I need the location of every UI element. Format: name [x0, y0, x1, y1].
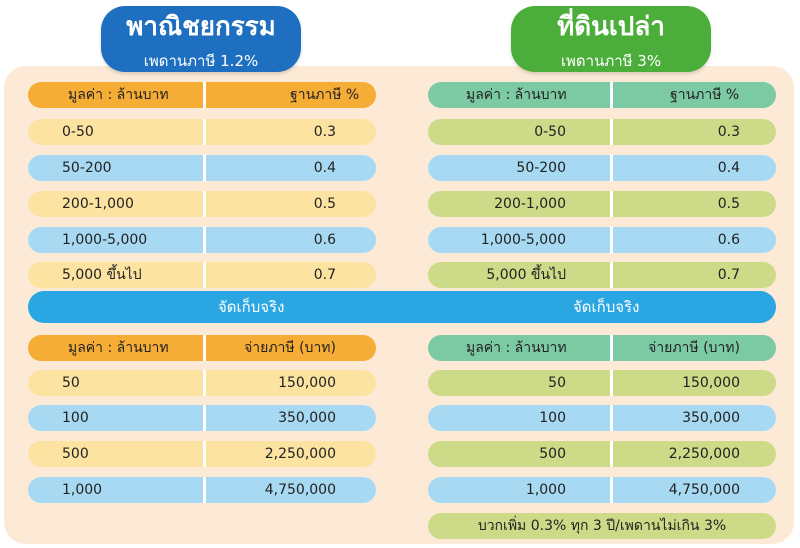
table-row: 50 150,000 [28, 370, 376, 396]
table-row: 200-1,000 0.5 [428, 191, 776, 217]
value-cell: 100 [62, 410, 89, 426]
tax-cell: 2,250,000 [668, 446, 740, 462]
range-cell: 200-1,000 [494, 196, 566, 212]
rate-cell: 0.3 [717, 124, 740, 140]
table-row: 50 150,000 [428, 370, 776, 396]
table-row: 100 350,000 [428, 405, 776, 431]
column-divider [610, 155, 613, 181]
range-cell: 200-1,000 [62, 196, 134, 212]
vacant-actual-header: มูลค่า : ล้านบาท จ่ายภาษี (บาท) [428, 335, 776, 361]
rate-cell: 0.4 [717, 160, 740, 176]
value-cell: 50 [62, 375, 80, 391]
commercial-actual-label: จัดเก็บจริง [218, 298, 285, 316]
column-divider [610, 405, 613, 431]
column-divider [610, 441, 613, 467]
header-value: มูลค่า : ล้านบาท [466, 87, 567, 103]
column-divider [610, 335, 613, 361]
column-divider [203, 335, 206, 361]
table-row: 500 2,250,000 [28, 441, 376, 467]
rate-cell: 0.5 [313, 196, 336, 212]
vacant-actual-label: จัดเก็บจริง [573, 298, 640, 316]
tax-cell: 350,000 [682, 410, 740, 426]
rate-cell: 0.7 [717, 267, 740, 283]
table-row: 1,000 4,750,000 [428, 477, 776, 503]
range-cell: 1,000-5,000 [62, 232, 148, 248]
rate-cell: 0.7 [313, 267, 336, 283]
commercial-ceiling: เพดานภาษี 1.2% [143, 52, 259, 70]
column-divider [203, 227, 206, 253]
table-row: 1,000 4,750,000 [28, 477, 376, 503]
column-divider [203, 405, 206, 431]
header-value: มูลค่า : ล้านบาท [68, 87, 169, 103]
column-divider [610, 477, 613, 503]
column-divider [610, 119, 613, 145]
vacant-land-ceiling: เพดานภาษี 3% [560, 52, 662, 70]
header-value: มูลค่า : ล้านบาท [68, 340, 169, 356]
header-tax: จ่ายภาษี (บาท) [244, 340, 336, 356]
value-cell: 1,000 [525, 482, 566, 498]
range-cell: 0-50 [62, 124, 94, 140]
range-cell: 50-200 [62, 160, 112, 176]
value-cell: 1,000 [62, 482, 103, 498]
column-divider [610, 82, 613, 108]
header-rate: ฐานภาษี % [670, 87, 740, 103]
column-divider [203, 191, 206, 217]
column-divider [203, 262, 206, 288]
table-row: 0-50 0.3 [428, 119, 776, 145]
column-divider [610, 370, 613, 396]
table-row: 1,000-5,000 0.6 [28, 227, 376, 253]
rate-cell: 0.3 [313, 124, 336, 140]
tax-cell: 2,250,000 [264, 446, 336, 462]
column-divider [203, 441, 206, 467]
vacant-land-note: บวกเพิ่ม 0.3% ทุก 3 ปี/เพดานไม่เกิน 3% [428, 513, 776, 539]
table-row: 5,000 ขึ้นไป 0.7 [428, 262, 776, 288]
rate-cell: 0.5 [717, 196, 740, 212]
actual-collection-band: จัดเก็บจริง จัดเก็บจริง [28, 291, 776, 323]
rate-cell: 0.6 [717, 232, 740, 248]
range-cell: 50-200 [516, 160, 566, 176]
commercial-rate-header: มูลค่า : ล้านบาท ฐานภาษี % [28, 82, 376, 108]
range-cell: 5,000 ขึ้นไป [486, 267, 566, 283]
table-row: 100 350,000 [28, 405, 376, 431]
header-tax: จ่ายภาษี (บาท) [648, 340, 740, 356]
table-row: 5,000 ขึ้นไป 0.7 [28, 262, 376, 288]
table-row: 200-1,000 0.5 [28, 191, 376, 217]
commercial-actual-header: มูลค่า : ล้านบาท จ่ายภาษี (บาท) [28, 335, 376, 361]
table-row: 1,000-5,000 0.6 [428, 227, 776, 253]
column-divider [203, 155, 206, 181]
column-divider [610, 262, 613, 288]
header-rate: ฐานภาษี % [290, 87, 360, 103]
column-divider [203, 119, 206, 145]
tax-cell: 350,000 [278, 410, 336, 426]
table-row: 50-200 0.4 [428, 155, 776, 181]
table-row: 50-200 0.4 [28, 155, 376, 181]
value-cell: 500 [539, 446, 566, 462]
vacant-land-tab: ที่ดินเปล่า เพดานภาษี 3% [511, 6, 711, 72]
column-divider [610, 191, 613, 217]
commercial-tab: พาณิชยกรรม เพดานภาษี 1.2% [101, 6, 301, 72]
commercial-title: พาณิชยกรรม [126, 12, 276, 42]
table-row: 500 2,250,000 [428, 441, 776, 467]
column-divider [203, 477, 206, 503]
column-divider [203, 82, 206, 108]
range-cell: 5,000 ขึ้นไป [62, 267, 142, 283]
tax-cell: 4,750,000 [668, 482, 740, 498]
rate-cell: 0.6 [313, 232, 336, 248]
value-cell: 500 [62, 446, 89, 462]
rate-cell: 0.4 [313, 160, 336, 176]
value-cell: 50 [548, 375, 566, 391]
range-cell: 0-50 [534, 124, 566, 140]
vacant-land-title: ที่ดินเปล่า [557, 12, 665, 42]
tax-cell: 150,000 [682, 375, 740, 391]
header-value: มูลค่า : ล้านบาท [466, 340, 567, 356]
column-divider [610, 227, 613, 253]
value-cell: 100 [539, 410, 566, 426]
vacant-rate-header: มูลค่า : ล้านบาท ฐานภาษี % [428, 82, 776, 108]
range-cell: 1,000-5,000 [480, 232, 566, 248]
tax-cell: 150,000 [278, 375, 336, 391]
tax-cell: 4,750,000 [264, 482, 336, 498]
column-divider [203, 370, 206, 396]
table-row: 0-50 0.3 [28, 119, 376, 145]
